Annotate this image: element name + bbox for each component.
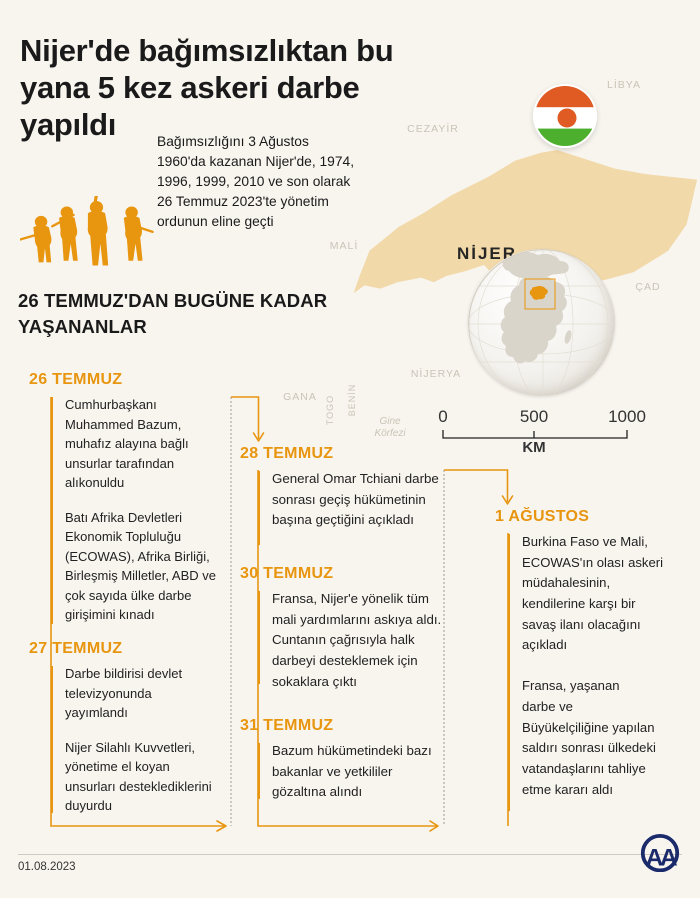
svg-text:AA: AA	[646, 844, 677, 871]
